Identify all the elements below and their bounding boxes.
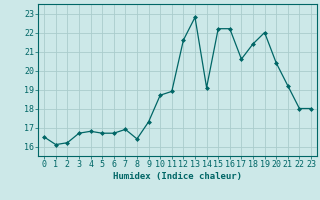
X-axis label: Humidex (Indice chaleur): Humidex (Indice chaleur) [113, 172, 242, 181]
